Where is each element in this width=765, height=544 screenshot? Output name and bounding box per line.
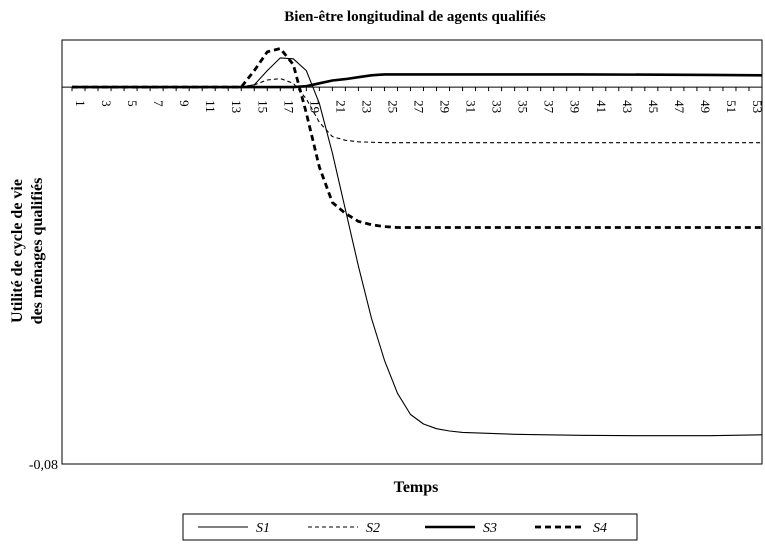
legend: S1 S2 S3 S4	[198, 521, 607, 536]
x-tick-label: 29	[438, 100, 453, 113]
x-tick-label: 35	[516, 100, 531, 113]
x-tick-label: 33	[490, 100, 505, 113]
x-tick-label: 7	[151, 100, 166, 107]
y-axis-title-line2: des ménages qualifiés	[29, 178, 46, 325]
plot-area-frame	[61, 39, 763, 465]
x-tick-label: 31	[464, 100, 479, 113]
x-tick-label: 15	[255, 100, 270, 113]
x-tick-label: 13	[229, 100, 244, 113]
x-tick-label: 37	[542, 100, 557, 114]
x-tick-labels: 1 3 5 7 9 11 13 15 17 19 21 23 25 27 29 31 33 35 37 39 41 43 4…	[73, 100, 765, 114]
x-tick-label: 25	[385, 100, 400, 113]
legend-label-s3: S3	[483, 521, 497, 536]
legend-box	[182, 513, 638, 541]
series-line-s3	[72, 73, 763, 89]
x-tick-label: 17	[281, 100, 296, 114]
x-tick-label: 39	[568, 100, 583, 113]
series-line-s4	[72, 47, 762, 229]
series-layer	[72, 47, 763, 437]
series-line-s1	[72, 57, 763, 437]
y-tick-label-min: -0,08	[29, 458, 58, 473]
y-axis-title-line1: Utilité de cycle de vie	[9, 179, 26, 323]
x-tick-label: 41	[594, 100, 609, 113]
x-tick-label: 49	[698, 100, 713, 113]
legend-label-s2: S2	[366, 521, 380, 536]
x-tick-label: 51	[724, 100, 739, 113]
x-tick-label: 21	[333, 100, 348, 113]
x-tick-label: 47	[672, 100, 687, 114]
x-tick-label: 3	[99, 100, 114, 107]
legend-label-s4: S4	[593, 521, 607, 536]
x-tick-label: 11	[203, 100, 218, 113]
chart-title: Bien-être longitudinal de agents qualifi…	[284, 9, 546, 25]
x-axis-title: Temps	[394, 479, 439, 496]
x-tick-label: 1	[73, 100, 88, 107]
x-tick-label: 45	[646, 100, 661, 113]
x-tick-label: 23	[359, 100, 374, 113]
series-line-s2	[72, 78, 762, 144]
x-tick-label: 53	[750, 100, 765, 113]
legend-label-s1: S1	[256, 521, 270, 536]
x-tick-label: 19	[307, 100, 322, 113]
x-tick-label: 43	[620, 100, 635, 113]
zero-axis-layer	[62, 86, 763, 92]
x-tick-label: 27	[411, 100, 426, 114]
x-tick-label: 9	[177, 100, 192, 107]
x-tick-label: 5	[125, 100, 140, 107]
